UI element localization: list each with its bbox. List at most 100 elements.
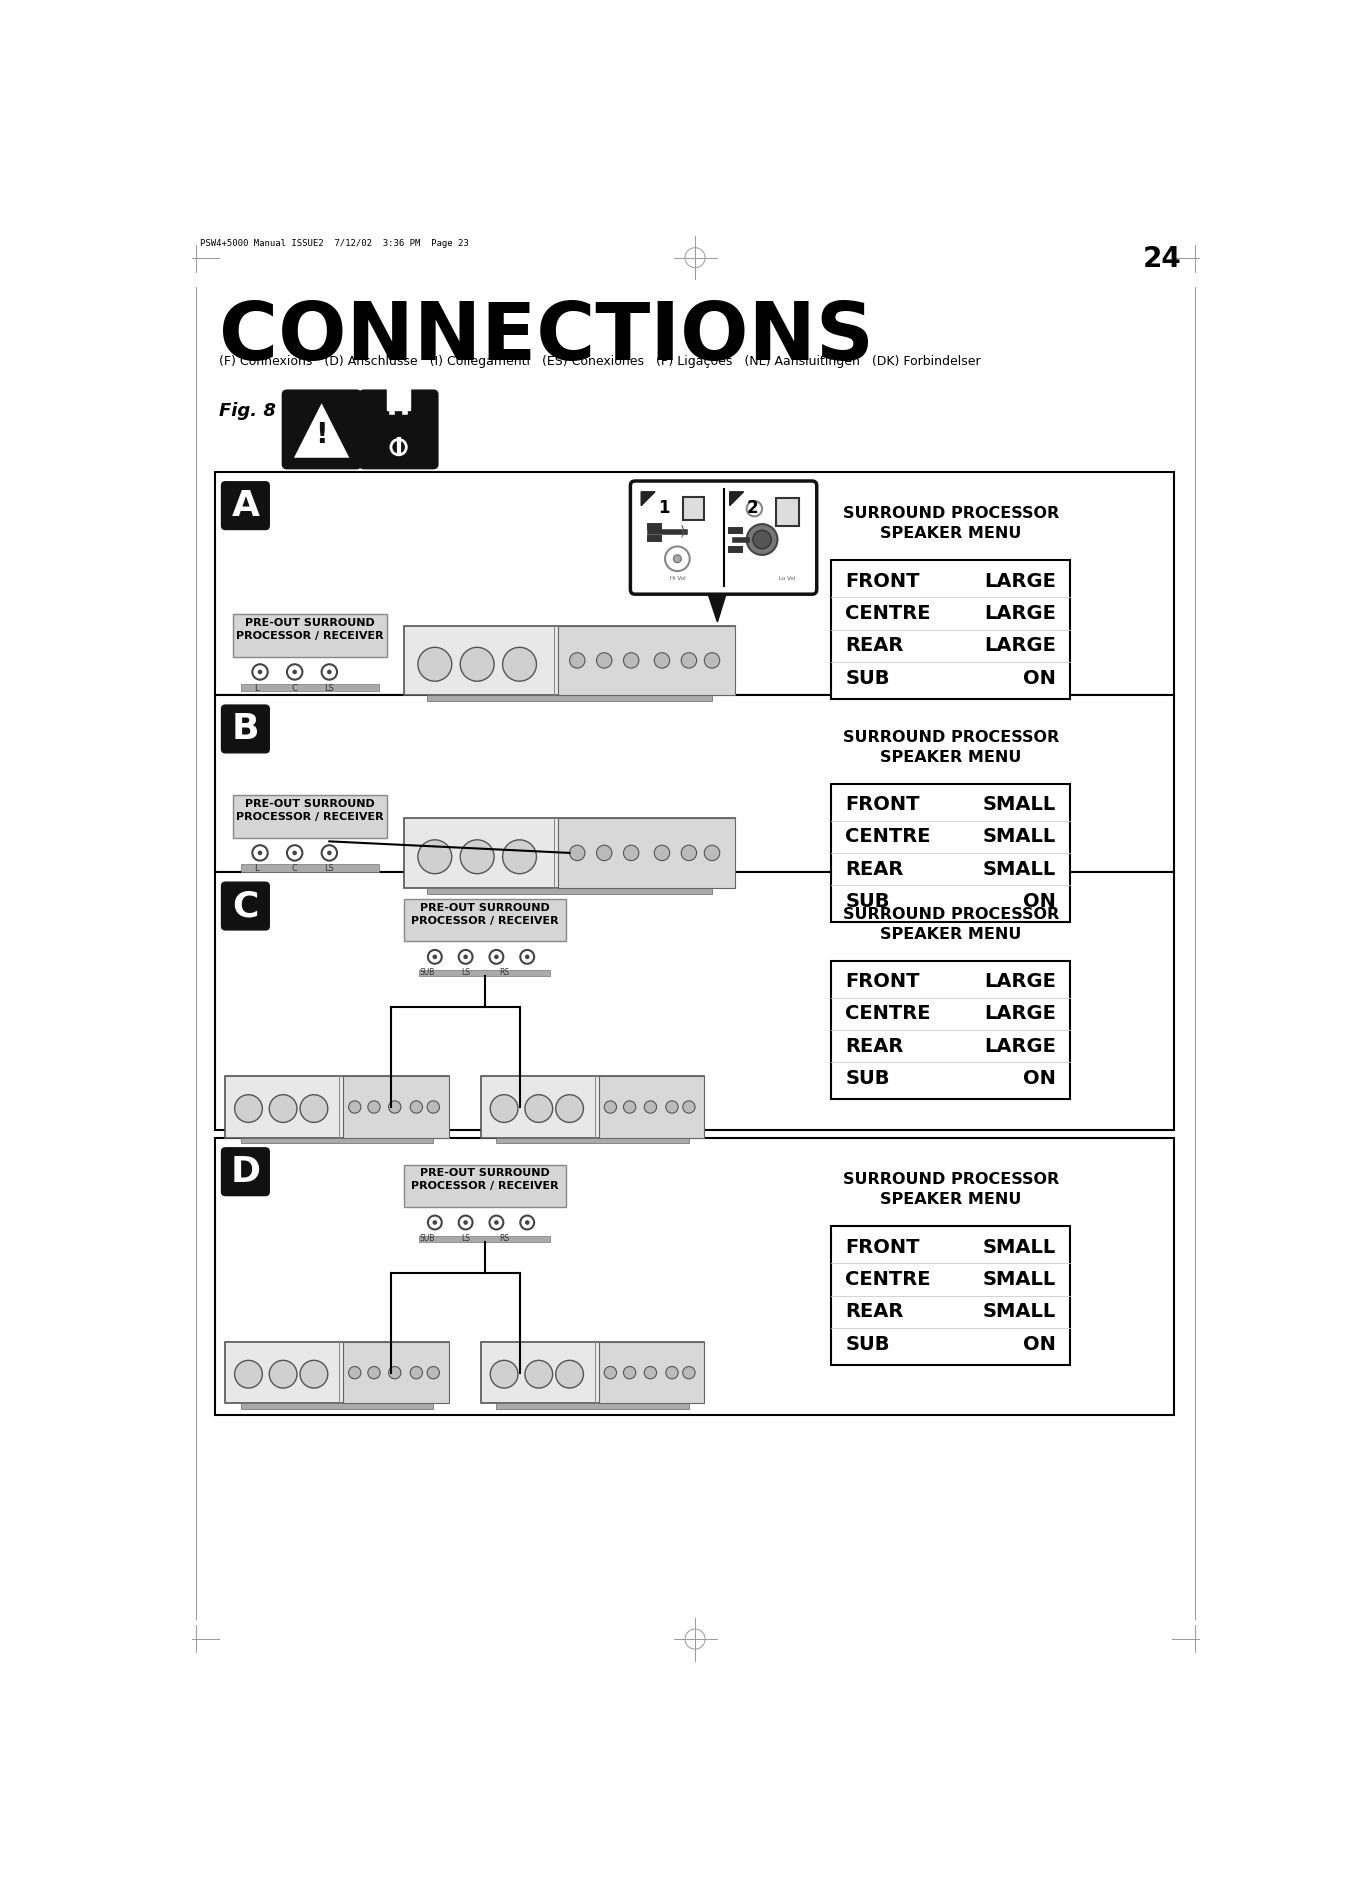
FancyBboxPatch shape — [631, 481, 817, 593]
Circle shape — [570, 654, 585, 669]
Circle shape — [388, 1101, 400, 1114]
Text: LARGE: LARGE — [984, 637, 1056, 655]
Circle shape — [673, 554, 681, 563]
Text: PRE-OUT SURROUND
PROCESSOR / RECEIVER: PRE-OUT SURROUND PROCESSOR / RECEIVER — [236, 618, 384, 640]
Circle shape — [753, 530, 771, 548]
Text: SMALL: SMALL — [982, 794, 1056, 813]
Text: SUB: SUB — [845, 1335, 890, 1354]
Circle shape — [388, 1367, 400, 1378]
Text: RS: RS — [499, 1234, 509, 1243]
Text: PRE-OUT SURROUND
PROCESSOR / RECEIVER: PRE-OUT SURROUND PROCESSOR / RECEIVER — [236, 798, 384, 823]
Circle shape — [258, 851, 262, 854]
Text: L: L — [254, 684, 258, 693]
Circle shape — [502, 839, 536, 873]
Bar — [776, 498, 799, 526]
FancyBboxPatch shape — [221, 1147, 269, 1196]
Bar — [233, 794, 387, 838]
Bar — [216, 471, 1174, 695]
Text: C: C — [292, 864, 297, 873]
Circle shape — [433, 1221, 437, 1224]
Circle shape — [666, 1367, 678, 1378]
Polygon shape — [296, 406, 347, 456]
Text: L: L — [254, 864, 258, 873]
Circle shape — [292, 851, 297, 854]
Text: LARGE: LARGE — [984, 973, 1056, 992]
Circle shape — [494, 954, 499, 960]
Circle shape — [490, 1360, 518, 1388]
Text: LS: LS — [461, 969, 470, 977]
Circle shape — [604, 1101, 616, 1114]
Text: SURROUND PROCESSOR
SPEAKER MENU: SURROUND PROCESSOR SPEAKER MENU — [843, 507, 1058, 541]
Circle shape — [683, 1367, 695, 1378]
Circle shape — [746, 524, 778, 554]
Text: PRE-OUT SURROUND
PROCESSOR / RECEIVER: PRE-OUT SURROUND PROCESSOR / RECEIVER — [411, 903, 559, 926]
Bar — [598, 1076, 704, 1138]
Bar — [404, 1164, 566, 1208]
Text: FRONT: FRONT — [845, 794, 920, 813]
Bar — [427, 888, 712, 894]
Circle shape — [623, 1101, 636, 1114]
Circle shape — [666, 1101, 678, 1114]
Circle shape — [300, 1095, 328, 1123]
Circle shape — [269, 1095, 297, 1123]
Text: CENTRE: CENTRE — [845, 1270, 931, 1288]
Bar — [832, 962, 1071, 1099]
Circle shape — [391, 439, 406, 454]
Text: SUB: SUB — [419, 1234, 434, 1243]
Text: 2: 2 — [746, 500, 759, 518]
Circle shape — [556, 1095, 584, 1123]
Text: LARGE: LARGE — [984, 1037, 1056, 1055]
Bar — [558, 819, 735, 888]
Text: C: C — [232, 888, 259, 924]
Bar — [216, 1138, 1174, 1414]
Circle shape — [327, 670, 331, 674]
Circle shape — [597, 654, 612, 669]
Bar — [404, 900, 566, 941]
Circle shape — [463, 1221, 468, 1224]
Bar — [832, 1226, 1071, 1365]
Text: Lo Vol: Lo Vol — [779, 577, 795, 582]
FancyBboxPatch shape — [360, 391, 438, 470]
Text: LARGE: LARGE — [984, 571, 1056, 590]
Circle shape — [556, 1360, 584, 1388]
Circle shape — [681, 845, 696, 860]
Circle shape — [368, 1367, 380, 1378]
Bar — [497, 1138, 689, 1144]
Bar — [427, 695, 712, 700]
Bar — [240, 1138, 433, 1144]
Text: SURROUND PROCESSOR
SPEAKER MENU: SURROUND PROCESSOR SPEAKER MENU — [843, 907, 1058, 941]
Text: ON: ON — [1023, 1335, 1056, 1354]
Circle shape — [654, 654, 669, 669]
Circle shape — [681, 654, 696, 669]
Text: SUB: SUB — [845, 669, 890, 687]
Circle shape — [300, 1360, 328, 1388]
Circle shape — [597, 845, 612, 860]
Text: SUB: SUB — [419, 969, 434, 977]
Text: 1: 1 — [658, 500, 669, 518]
Text: SMALL: SMALL — [982, 1270, 1056, 1288]
Circle shape — [368, 1101, 380, 1114]
Text: SURROUND PROCESSOR
SPEAKER MENU: SURROUND PROCESSOR SPEAKER MENU — [843, 1172, 1058, 1208]
Bar — [225, 1076, 449, 1138]
Text: !: ! — [315, 421, 328, 449]
Circle shape — [654, 845, 669, 860]
Circle shape — [623, 1367, 636, 1378]
Bar — [497, 1403, 689, 1408]
Circle shape — [494, 1221, 499, 1224]
Circle shape — [704, 845, 719, 860]
Circle shape — [235, 1095, 262, 1123]
Bar — [558, 625, 735, 695]
Circle shape — [623, 654, 639, 669]
Bar — [683, 498, 704, 520]
Text: FRONT: FRONT — [845, 973, 920, 992]
Text: RS: RS — [499, 969, 509, 977]
Circle shape — [349, 1367, 361, 1378]
Text: LARGE: LARGE — [984, 1005, 1056, 1024]
Circle shape — [525, 1095, 552, 1123]
Text: LARGE: LARGE — [984, 605, 1056, 623]
Text: SMALL: SMALL — [982, 860, 1056, 879]
Polygon shape — [730, 492, 744, 505]
Text: PRE-OUT SURROUND
PROCESSOR / RECEIVER: PRE-OUT SURROUND PROCESSOR / RECEIVER — [411, 1168, 559, 1191]
Circle shape — [433, 954, 437, 960]
Polygon shape — [641, 492, 655, 505]
